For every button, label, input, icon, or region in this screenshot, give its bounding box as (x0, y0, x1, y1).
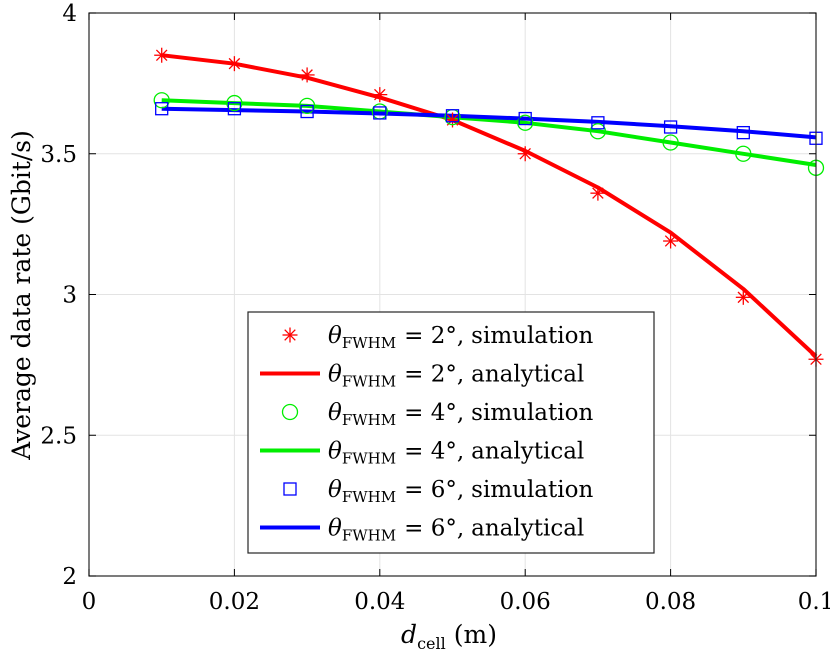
data-point (589, 123, 607, 140)
data-point (591, 116, 605, 130)
tick-labels: 0 0.02 0.04 0.06 0.08 0.1 2 2.5 3 3.5 4 (40, 1, 830, 615)
legend-kind: simulation (471, 400, 593, 426)
y-tick-label: 2 (62, 564, 77, 590)
legend-theta: θ (328, 323, 342, 349)
x-tick-label: 0.08 (645, 589, 696, 615)
data-point (372, 87, 388, 103)
series-markers-0 (154, 47, 824, 367)
asterisk-stroke (664, 235, 677, 247)
legend-value: = 4°, (404, 400, 464, 426)
data-point (736, 125, 750, 140)
legend-entry: θFWHM = 6°, analytical (260, 516, 584, 545)
data-point (298, 97, 316, 115)
asterisk-stroke (519, 147, 531, 160)
data-point (154, 47, 170, 63)
x-tick-label: 0.1 (798, 589, 830, 615)
x-tick-label: 0.04 (354, 589, 405, 615)
y-tick-label: 2.5 (40, 423, 77, 449)
data-point (518, 111, 532, 126)
asterisk-stroke (284, 329, 296, 341)
data-point (663, 120, 678, 134)
legend-marker-swatch (282, 327, 298, 343)
legend-marker-swatch (281, 403, 299, 421)
legend-subscript: FWHM (342, 450, 396, 468)
asterisk-stroke (737, 291, 750, 304)
legend-theta: θ (328, 400, 342, 426)
data-point (517, 114, 534, 131)
data-point (300, 104, 314, 119)
y-tick-label: 3 (62, 283, 77, 309)
legend-label: θFWHM = 4°, analytical (328, 439, 584, 468)
series-line-5 (161, 106, 817, 140)
legend-value: = 6°, (404, 477, 464, 503)
data-point (517, 146, 533, 162)
legend-label: θFWHM = 2°, analytical (328, 362, 584, 391)
legend-label: θFWHM = 4°, simulation (328, 400, 593, 429)
asterisk-stroke (592, 187, 604, 199)
data-point (445, 109, 460, 123)
legend-theta: θ (328, 439, 342, 465)
data-point (299, 67, 315, 83)
legend-value: = 2°, (404, 323, 464, 349)
x-axis-label-symbol: d (401, 620, 417, 649)
legend-kind: simulation (471, 323, 593, 349)
data-point (226, 94, 243, 112)
data-point (735, 145, 752, 162)
legend-entry: θFWHM = 2°, simulation (282, 323, 593, 352)
legend-theta: θ (328, 516, 342, 542)
legend-label: θFWHM = 2°, simulation (328, 323, 593, 352)
tick-marks (88, 12, 817, 577)
data-point (155, 102, 169, 116)
legend-value: = 6°, (404, 516, 464, 542)
legend-entry: θFWHM = 4°, simulation (281, 400, 593, 429)
y-axis-label: Average data rate (Gbit/s) (7, 130, 36, 461)
data-point (153, 92, 170, 109)
legend-subscript: FWHM (342, 488, 396, 506)
data-point (735, 289, 751, 305)
y-tick-label: 4 (62, 1, 77, 27)
data-point (226, 56, 242, 72)
legend-marker-swatch (283, 482, 297, 496)
legend-subscript: FWHM (342, 527, 396, 545)
x-tick-label: 0.06 (500, 589, 551, 615)
legend-value: = 4°, (404, 439, 464, 465)
data-point (662, 134, 679, 151)
legend-subscript: FWHM (342, 373, 396, 391)
data-point (663, 233, 679, 249)
legend-value: = 2°, (404, 362, 464, 388)
x-axis-label-unit: (m) (454, 620, 497, 649)
legend-box (247, 311, 655, 554)
legend-subscript: FWHM (342, 411, 396, 429)
series-line-1 (161, 53, 818, 358)
data-point (590, 185, 606, 201)
series-line-3 (161, 98, 817, 167)
legend-subscript: FWHM (342, 334, 396, 352)
legend-kind: simulation (471, 477, 593, 503)
x-tick-label: 0 (82, 589, 97, 615)
legend-label: θFWHM = 6°, simulation (328, 477, 593, 506)
y-tick-label: 3.5 (40, 142, 77, 168)
legend-entry: θFWHM = 2°, analytical (260, 362, 584, 391)
legend-kind: analytical (471, 516, 584, 542)
legend-entry: θFWHM = 4°, analytical (260, 439, 584, 468)
legend-theta: θ (328, 477, 342, 503)
x-axis-label-subscript: cell (417, 634, 446, 653)
legend-kind: analytical (471, 362, 584, 388)
plot-series (153, 47, 825, 367)
asterisk-stroke (374, 88, 386, 101)
asterisk-stroke (228, 57, 241, 70)
asterisk-stroke (301, 69, 313, 81)
x-axis-label: dcell (m) (401, 620, 497, 653)
legend-entry: θFWHM = 6°, simulation (283, 477, 593, 506)
x-tick-label: 0.02 (209, 589, 260, 615)
asterisk-stroke (155, 49, 168, 61)
data-point (373, 106, 387, 120)
legend-theta: θ (328, 362, 342, 388)
legend-label: θFWHM = 6°, analytical (328, 516, 584, 545)
legend-kind: analytical (471, 439, 584, 465)
data-point (227, 102, 242, 116)
